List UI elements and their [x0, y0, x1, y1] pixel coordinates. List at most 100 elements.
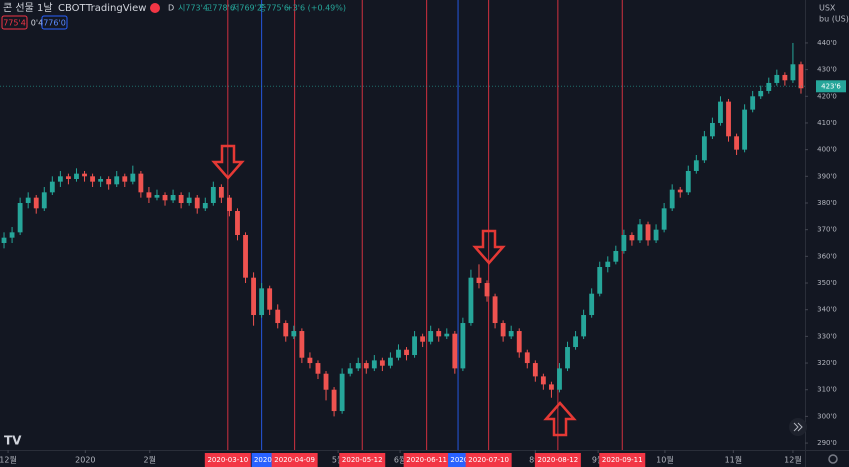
- y-tick-label: 390'0: [817, 172, 837, 180]
- candle-body: [734, 136, 739, 150]
- candle-body: [227, 197, 232, 211]
- event-label: 2020-05-12: [342, 456, 383, 464]
- candle-body: [540, 376, 546, 385]
- event-label: 2020-08-12: [538, 456, 579, 464]
- candle-body: [524, 352, 530, 364]
- low: 저769'2: [232, 4, 262, 13]
- candle-body: [194, 197, 200, 209]
- event-label-box: [599, 453, 646, 467]
- candle-body: [9, 232, 15, 238]
- candle-body: [605, 261, 611, 268]
- candle-body: [41, 192, 47, 209]
- candle-body: [25, 197, 31, 203]
- candle-body: [460, 323, 466, 369]
- candle-body: [750, 96, 756, 110]
- x-tick-label: 9월: [592, 455, 604, 465]
- event-label: 2020-06-11: [406, 456, 447, 464]
- candle-body: [146, 192, 152, 198]
- y-tick-label: 310'0: [817, 386, 837, 394]
- candle-body: [420, 336, 426, 342]
- candle-body: [114, 176, 120, 185]
- candle-body: [565, 347, 570, 369]
- ask: 776'0: [43, 19, 66, 28]
- candle-body: [130, 173, 136, 182]
- candle-body: [468, 277, 474, 324]
- candle-body: [653, 229, 659, 241]
- y-tick-label: 330'0: [817, 332, 837, 340]
- event-label: 2020-09-11: [602, 456, 643, 464]
- event-label-box: [204, 453, 251, 467]
- candle-body: [331, 389, 337, 412]
- candle-body: [396, 349, 401, 358]
- candle-body: [1, 237, 7, 244]
- candle-body: [444, 333, 450, 337]
- last-price-box: [816, 80, 846, 93]
- event-label-box: [534, 453, 581, 467]
- candle-body: [742, 109, 748, 150]
- exchange: CBOT: [58, 3, 87, 14]
- x-tick-label: 6월: [394, 455, 406, 465]
- interval: 1날: [37, 2, 53, 14]
- event-label-box: [465, 453, 512, 467]
- y-tick-label: 420'0: [817, 92, 837, 100]
- candle-body: [798, 64, 804, 89]
- candle-body: [218, 186, 224, 198]
- axes: 440'0 430'0 420'0 410'0 400'0 390'0 380'0 370'0…: [0, 39, 846, 467]
- y-tick-label: 290'0: [817, 439, 837, 447]
- candle-body: [597, 267, 603, 294]
- event-label: 2020-: [254, 456, 275, 464]
- candle-body: [90, 176, 95, 182]
- candle-body: [291, 331, 297, 337]
- candle-body: [669, 189, 675, 209]
- candle-body: [307, 357, 313, 364]
- candle-body: [629, 235, 635, 241]
- candle-body: [452, 333, 458, 369]
- candle-body: [106, 178, 112, 185]
- candle-body: [685, 170, 691, 193]
- y-tick-label: 400'0: [817, 146, 837, 154]
- badge-dot: [150, 3, 160, 13]
- candle-body: [613, 251, 619, 262]
- candle-body: [677, 189, 683, 193]
- event-label-box: [339, 453, 386, 467]
- candle-body: [347, 368, 353, 374]
- close: 종775'6: [259, 4, 289, 13]
- candle-body: [701, 136, 707, 161]
- event-label: 2020-03-10: [207, 456, 248, 464]
- currency: USX: [819, 4, 836, 13]
- candle-body: [589, 293, 595, 316]
- candle-body: [138, 173, 144, 193]
- candle-body: [379, 360, 385, 366]
- unit: bu (US): [819, 15, 849, 24]
- last-price-label: 423'6: [821, 82, 841, 90]
- candle-body: [17, 202, 23, 233]
- candle-body: [66, 176, 71, 179]
- x-tick-label: 11월: [725, 455, 743, 465]
- y-tick-label: 440'0: [817, 39, 837, 47]
- candle-body: [57, 176, 63, 182]
- bid: 775'4: [3, 19, 26, 28]
- candle-body: [532, 363, 538, 377]
- candle-body: [323, 373, 329, 390]
- down-arrow: [211, 144, 245, 180]
- candle-body: [404, 349, 409, 356]
- x-tick-label: 2월: [144, 455, 156, 465]
- event-label: 2020-04-09: [274, 456, 315, 464]
- candle-body: [774, 74, 780, 83]
- candle-body: [710, 122, 715, 137]
- symbol: 콘 선물: [3, 2, 34, 14]
- candle-body: [516, 331, 522, 353]
- candle-body: [235, 210, 240, 236]
- candle-body: [371, 360, 377, 369]
- event-label-box: [271, 453, 318, 467]
- candle-body: [267, 288, 273, 310]
- candle-body: [339, 373, 345, 412]
- y-tick-label: 360'0: [817, 252, 837, 260]
- candle-body: [74, 173, 79, 179]
- logo: TV: [4, 434, 22, 448]
- settings-button[interactable]: [828, 454, 838, 464]
- candle-body: [363, 363, 369, 369]
- candle-body: [428, 331, 434, 342]
